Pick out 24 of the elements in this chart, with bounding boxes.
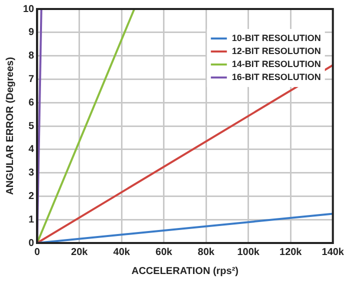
y-tick-label: 3 (28, 168, 35, 179)
x-tick-label: 120k (280, 246, 302, 258)
x-tick-label: 60k (156, 246, 173, 258)
y-tick-label: 6 (28, 97, 35, 108)
legend-label: 12-BIT RESOLUTION (232, 46, 321, 56)
y-axis-title: ANGULAR ERROR (Degrees) (4, 57, 16, 195)
x-tick-label: 20k (71, 246, 88, 258)
y-tick-label: 4 (28, 144, 35, 156)
y-tick-label: 2 (28, 190, 35, 202)
legend-label: 14-BIT RESOLUTION (232, 58, 321, 69)
y-tick-label: 9 (28, 27, 35, 38)
legend-label: 16-BIT RESOLUTION (232, 72, 321, 82)
y-tick-label: 7 (28, 74, 35, 85)
x-tick-label: 100k (237, 246, 260, 258)
x-axis-title: ACCELERATION (rps²) (131, 266, 239, 277)
y-tick-label: 0 (28, 238, 35, 249)
y-tick-label: 5 (28, 120, 35, 132)
x-tick-label: 140k (322, 246, 344, 258)
x-tick-label: 40k (113, 246, 130, 258)
y-tick-label: 10 (23, 4, 35, 15)
legend-label: 10-BIT RESOLUTION (232, 32, 321, 43)
x-tick-label: 80k (198, 246, 215, 258)
y-tick-label: 8 (28, 50, 35, 62)
y-tick-label: 1 (28, 214, 35, 226)
